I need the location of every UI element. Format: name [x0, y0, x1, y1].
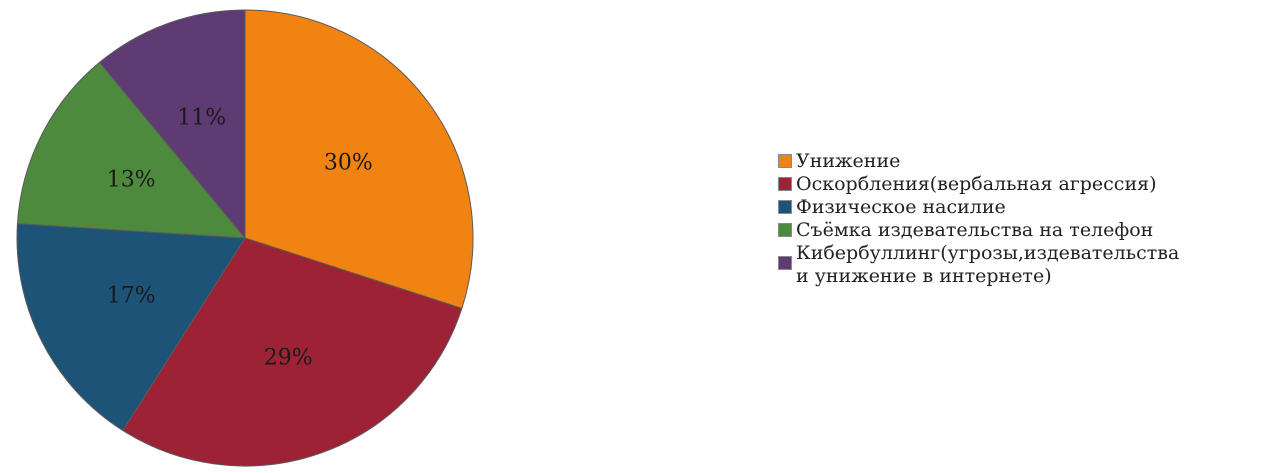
legend-item-2: Физическое насилие	[778, 196, 1283, 219]
pie-slice-3	[16, 61, 247, 239]
pie-slice-2	[16, 223, 246, 432]
legend-label-4: Кибербуллинг(угрозы,издевательства и уни…	[796, 242, 1180, 287]
legend-item-4: Кибербуллинг(угрозы,издевательства и уни…	[778, 242, 1283, 288]
slice-label-3: 13%	[107, 168, 156, 193]
pie-slice-4	[98, 9, 246, 240]
pie-slice-labels: 30% 29% 17% 13% 11%	[107, 105, 373, 370]
legend-label-3: Съёмка издевательства на телефон	[796, 219, 1154, 241]
slice-label-4: 11%	[177, 105, 226, 130]
pie-slice-0	[244, 9, 474, 310]
pie-slice-1	[122, 237, 463, 467]
legend-swatch-1	[778, 177, 792, 191]
legend-swatch-2	[778, 200, 792, 214]
legend-swatch-4	[778, 256, 792, 270]
legend-label-2: Физическое насилие	[796, 196, 1006, 218]
pie-slices	[16, 9, 474, 467]
legend-swatch-0	[778, 154, 792, 168]
slice-label-2: 17%	[107, 283, 156, 308]
legend-item-3: Съёмка издевательства на телефон	[778, 219, 1283, 242]
legend-label-0: Унижение	[796, 150, 901, 172]
legend-item-0: Унижение	[778, 150, 1283, 173]
legend-label-1: Оскорбления(вербальная агрессия)	[796, 173, 1157, 195]
chart-legend: Унижение Оскорбления(вербальная агрессия…	[778, 150, 1283, 288]
slice-label-1: 29%	[264, 346, 313, 371]
legend-item-1: Оскорбления(вербальная агрессия)	[778, 173, 1283, 196]
slice-label-0: 30%	[324, 150, 373, 175]
legend-swatch-3	[778, 223, 792, 237]
